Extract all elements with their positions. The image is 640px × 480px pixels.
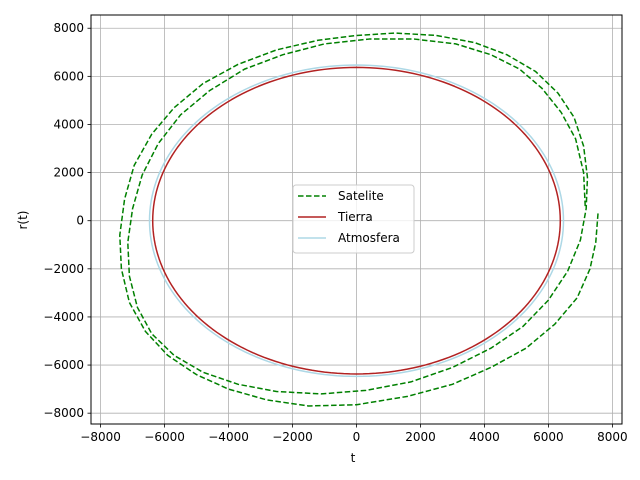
x-tick-label: 2000 xyxy=(405,430,436,444)
legend-label-satelite: Satelite xyxy=(338,189,384,203)
y-axis-label: r(t) xyxy=(16,210,30,229)
x-axis-label: t xyxy=(351,451,356,465)
y-tick-label: −8000 xyxy=(43,406,84,420)
x-tick-label: −6000 xyxy=(144,430,185,444)
x-tick-label: −2000 xyxy=(272,430,313,444)
legend-label-atmosfera: Atmosfera xyxy=(338,231,400,245)
y-tick-label: 8000 xyxy=(53,21,84,35)
y-tick-label: 2000 xyxy=(53,166,84,180)
y-tick-label: 6000 xyxy=(53,69,84,83)
x-tick-label: 6000 xyxy=(533,430,564,444)
x-tick-label: 4000 xyxy=(469,430,500,444)
legend-frame xyxy=(292,184,415,254)
series-line-satelite xyxy=(119,32,599,407)
plot-area xyxy=(119,32,599,407)
x-tick-label: 0 xyxy=(353,430,361,444)
x-tick-label: 8000 xyxy=(597,430,628,444)
legend-label-tierra: Tierra xyxy=(337,210,373,224)
series-line-tierra xyxy=(151,66,562,375)
y-tick-label: −2000 xyxy=(43,262,84,276)
y-tick-label: −4000 xyxy=(43,310,84,324)
ticks: −8000 −6000 −4000 −2000 0 2000 4000 6000 8000 −80… xyxy=(43,21,627,444)
y-tick-label: −6000 xyxy=(43,358,84,372)
legend: Satelite Tierra Atmosfera xyxy=(292,184,415,254)
x-tick-label: −4000 xyxy=(208,430,249,444)
x-tick-label: −8000 xyxy=(80,430,121,444)
y-tick-label: 0 xyxy=(76,214,84,228)
series-line-atmosfera xyxy=(148,64,565,378)
y-tick-label: 4000 xyxy=(53,117,84,131)
